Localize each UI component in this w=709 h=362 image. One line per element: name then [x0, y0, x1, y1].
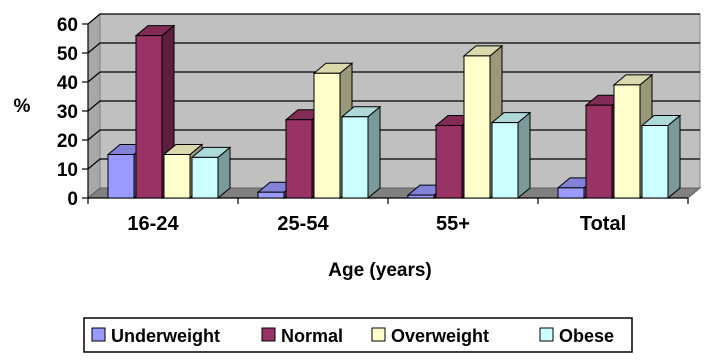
- bar-front: [435, 125, 463, 199]
- legend-swatch: [261, 327, 276, 342]
- bar-front: [491, 122, 519, 199]
- legend-swatch: [539, 327, 554, 342]
- legend-item-obese: Obese: [539, 326, 614, 346]
- bar-front: [557, 187, 585, 199]
- gridline: [87, 13, 700, 25]
- legend-item-overweight: Overweight: [371, 326, 489, 346]
- bar-front: [341, 116, 369, 199]
- bar-obese-16-24: [190, 146, 232, 200]
- bar-side: [667, 114, 681, 200]
- y-tick-label: 10: [57, 160, 78, 181]
- legend-label: Normal: [281, 326, 343, 346]
- y-tick-label: 30: [57, 102, 78, 123]
- axis-labels: 0 10 20 30 40 50 60 16-24 25-54 55+ Total: [57, 15, 626, 235]
- y-tick-label: 40: [57, 73, 78, 94]
- bar-front: [107, 154, 135, 199]
- x-tick-label: 55+: [436, 213, 470, 235]
- x-tick-label: 25-54: [277, 213, 329, 235]
- legend-swatch: [91, 327, 106, 342]
- bar-front: [313, 72, 341, 199]
- gridline: [87, 42, 700, 54]
- y-tick-label: 0: [67, 189, 78, 210]
- y-tick-label: 60: [57, 15, 78, 36]
- y-axis-title: %: [14, 96, 31, 117]
- legend-label: Underweight: [111, 326, 220, 346]
- bar-side: [517, 111, 531, 200]
- legend-item-underweight: Underweight: [91, 326, 220, 346]
- y-tick-label: 20: [57, 131, 78, 152]
- x-tick-label: 16-24: [127, 213, 179, 235]
- bar-front: [135, 35, 163, 199]
- legend-swatch: [371, 327, 386, 342]
- bar-side: [367, 105, 381, 200]
- bar-front: [285, 119, 313, 199]
- bar-front: [463, 55, 491, 199]
- bars: [106, 24, 682, 200]
- bar-front: [191, 156, 219, 199]
- x-tick-label: Total: [580, 213, 626, 235]
- bar-obese-55+: [490, 111, 532, 200]
- bar-front: [257, 191, 285, 199]
- bar-front: [641, 125, 669, 199]
- bar-front: [585, 104, 613, 199]
- bar-front: [407, 194, 435, 199]
- bar-front: [163, 154, 191, 199]
- legend-item-normal: Normal: [261, 326, 343, 346]
- bar-front: [613, 84, 641, 199]
- legend-label: Obese: [559, 326, 614, 346]
- y-tick-label: 50: [57, 44, 78, 65]
- bar-obese-25-54: [340, 105, 382, 200]
- legend-label: Overweight: [391, 326, 489, 346]
- x-axis-title: Age (years): [328, 260, 432, 281]
- legend: Underweight Normal Overweight Obese: [83, 317, 633, 353]
- bar-obese-total: [640, 114, 682, 200]
